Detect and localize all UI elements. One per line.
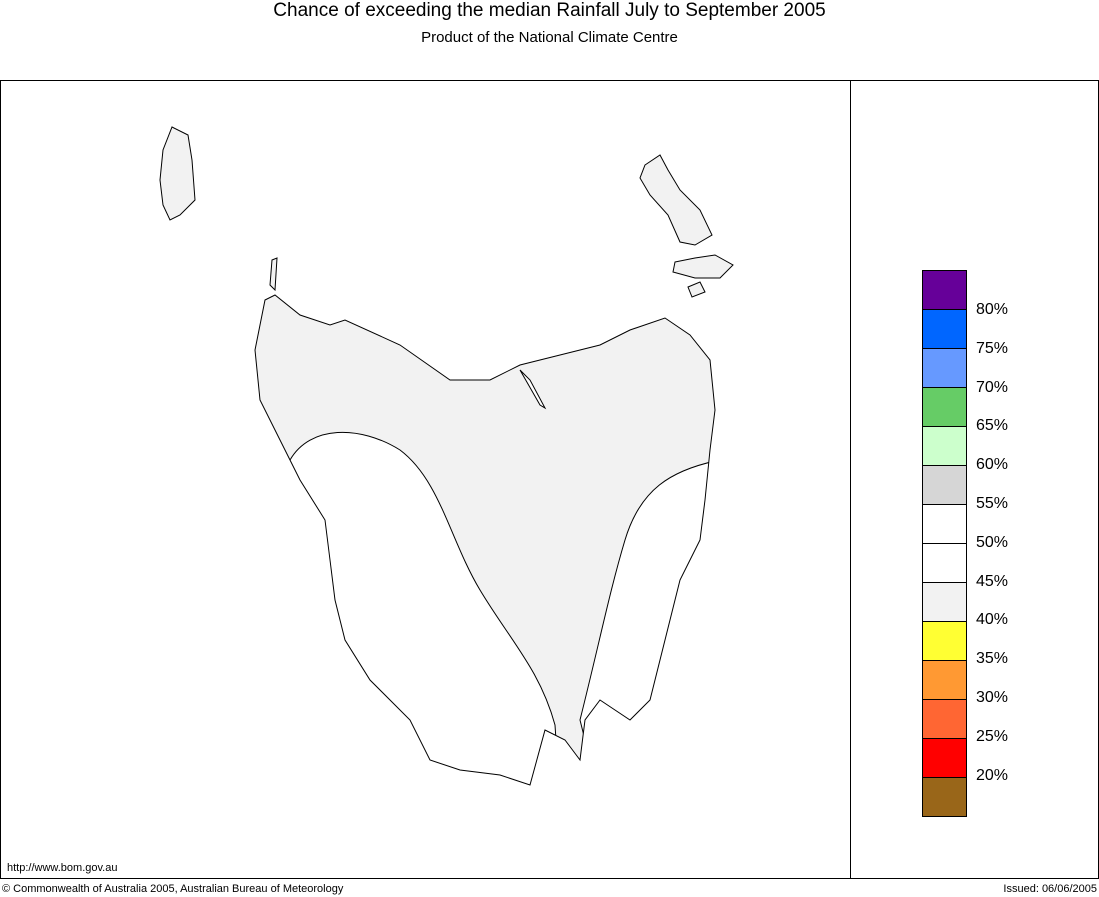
legend-swatch	[922, 465, 967, 504]
legend-divider	[850, 80, 851, 878]
legend-label: 20%	[976, 766, 1009, 784]
legend-swatch	[922, 309, 967, 348]
flinders-island	[639, 154, 713, 246]
legend-label: 40%	[976, 611, 1009, 629]
legend-label: 25%	[976, 727, 1009, 745]
hunter-island	[269, 257, 278, 292]
legend-swatch	[922, 504, 967, 543]
legend-label: 60%	[976, 456, 1009, 474]
website-link[interactable]: http://www.bom.gov.au	[7, 862, 118, 874]
legend-label: 30%	[976, 689, 1009, 706]
cape-barren-island	[672, 254, 734, 279]
legend-swatch	[922, 738, 967, 777]
legend-swatch	[922, 621, 967, 660]
map-title: Chance of exceeding the median Rainfall …	[273, 0, 826, 21]
legend-label: 80%	[976, 301, 1009, 318]
tasmania-map	[159, 126, 734, 786]
tamar-river	[519, 369, 547, 410]
legend-swatch	[922, 426, 967, 465]
legend-swatch	[922, 582, 967, 621]
legend-label: 35%	[976, 650, 1009, 668]
legend-swatch	[922, 660, 967, 699]
legend-swatch	[922, 699, 967, 738]
legend-label: 55%	[976, 495, 1009, 512]
legend-label: 50%	[976, 533, 1009, 551]
legend-swatch	[922, 543, 967, 582]
legend-label: 65%	[976, 417, 1009, 435]
legend-swatch	[922, 348, 967, 387]
legend: 80% 75% 70% 65% 60% 55% 50% 45% 40% 35% 30% 25% 20%	[922, 270, 1008, 817]
issued-date: Issued: 06/06/2005	[1003, 883, 1097, 895]
legend-swatch	[922, 387, 967, 426]
map-subtitle: Product of the National Climate Centre	[421, 29, 678, 46]
legend-label: 45%	[976, 572, 1009, 590]
legend-label: 75%	[976, 339, 1009, 357]
king-island	[159, 126, 196, 221]
clarke-island	[687, 281, 706, 298]
legend-swatch	[922, 270, 967, 309]
copyright-text: © Commonwealth of Australia 2005, Austra…	[2, 883, 344, 895]
legend-swatch	[922, 777, 967, 817]
legend-label: 70%	[976, 378, 1009, 396]
